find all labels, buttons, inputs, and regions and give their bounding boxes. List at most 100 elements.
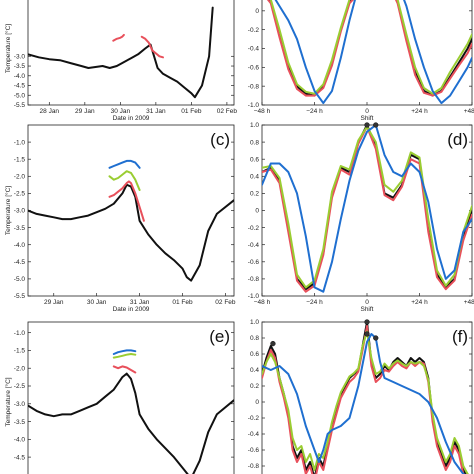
- series-line: [112, 349, 137, 355]
- y-tick-label: 1.0: [250, 319, 259, 326]
- y-tick-label: -0.6: [248, 447, 260, 454]
- x-tick-label: 30 Jan: [111, 108, 131, 115]
- series-line: [266, 0, 354, 97]
- x-tick-label: 02 Feb: [217, 108, 238, 115]
- x-axis-label: Date in 2009: [113, 115, 150, 122]
- y-tick-label: -0.4: [248, 46, 260, 53]
- series-line: [394, 0, 472, 97]
- y-tick-label: 0.4: [250, 174, 259, 181]
- y-tick-label: 0: [255, 208, 259, 215]
- y-tick-label: -1.0: [248, 102, 260, 109]
- series-line: [108, 170, 141, 191]
- series-line: [112, 353, 137, 359]
- y-axis-label: Temperature [°C]: [4, 186, 12, 235]
- y-tick-label: -4.0: [14, 437, 26, 444]
- series-line: [262, 125, 472, 293]
- x-tick-label: 28 Jan: [40, 108, 60, 115]
- y-tick-label: -4.5: [14, 454, 26, 461]
- panel-label: (c): [210, 130, 230, 149]
- x-axis-label: Shift: [360, 115, 373, 122]
- y-tick-label: 0: [255, 8, 259, 15]
- y-tick-label: -0.2: [248, 225, 260, 232]
- y-tick-label: 1.0: [250, 122, 259, 129]
- x-tick-label: 29 Jan: [44, 299, 64, 306]
- panel-label: (f): [452, 327, 468, 346]
- y-tick-label: 0.2: [250, 191, 259, 198]
- y-tick-label: -3.5: [14, 225, 26, 232]
- y-tick-label: -4.5: [14, 83, 26, 90]
- y-tick-label: 0.8: [250, 335, 259, 342]
- peak-marker: [364, 331, 370, 337]
- y-tick-label: -0.8: [248, 463, 260, 470]
- y-tick-label: -1.0: [248, 293, 260, 300]
- y-tick-label: -0.4: [248, 431, 260, 438]
- x-tick-label: −24 h: [306, 108, 323, 115]
- peak-marker: [364, 319, 370, 325]
- y-tick-label: -3.5: [14, 419, 26, 426]
- y-tick-label: -1.0: [14, 330, 26, 337]
- series-line: [28, 6, 214, 99]
- series-line: [274, 0, 356, 105]
- panel-label: (d): [447, 130, 468, 149]
- x-tick-label: −48 h: [254, 299, 271, 306]
- x-tick-label: 0: [365, 108, 369, 115]
- x-tick-label: +24 h: [411, 299, 428, 306]
- panel-top-left: -5.5 -5.0 -4.5 -4.0 -3.5 -3.0 28 Jan 29 Jan 30 J…: [4, 0, 237, 122]
- series-line: [403, 0, 472, 105]
- peak-marker: [373, 122, 379, 128]
- y-tick-label: -5.5: [14, 102, 26, 109]
- series-line: [28, 183, 234, 282]
- y-tick-label: -5.5: [14, 293, 26, 300]
- series-line: [262, 333, 466, 474]
- panel-bottom-left: -4.5 -4.0 -3.5 -3.0 -2.5 -2.0 -1.5 -1.0 Temperat…: [4, 321, 235, 474]
- peak-marker: [270, 340, 276, 347]
- panel-middle-right: -1.0 -0.8 -0.6 -0.4 -0.2 0 0.2 0.4 0.6 0.8 1.0 −48 …: [248, 122, 474, 313]
- panel-middle-left: -5.5 -5.0 -4.5 -4.0 -3.5 -3.0 -2.5 -2.0 -1.5 -1.0…: [4, 124, 236, 313]
- x-tick-label: 0: [365, 299, 369, 306]
- y-tick-label: -0.6: [248, 259, 260, 266]
- y-tick-label: -3.0: [14, 401, 26, 408]
- y-tick-label: -5.0: [14, 92, 26, 99]
- x-axis-label: Date in 2009: [113, 306, 150, 313]
- panel-label: (e): [209, 327, 230, 346]
- y-tick-label: -3.0: [14, 208, 26, 215]
- y-tick-label: -4.0: [14, 73, 26, 80]
- x-tick-label: 02 Feb: [215, 299, 236, 306]
- y-tick-label: -2.0: [14, 174, 26, 181]
- x-tick-label: 30 Jan: [87, 299, 107, 306]
- plot-frame: [27, 0, 235, 106]
- x-tick-label: +48 h: [464, 299, 474, 306]
- y-tick-label: -1.5: [14, 156, 26, 163]
- series-line: [28, 372, 234, 474]
- x-axis-label: Shift: [360, 306, 373, 313]
- x-tick-label: 31 Jan: [130, 299, 150, 306]
- series-line: [269, 0, 351, 95]
- y-tick-label: 0.6: [250, 351, 259, 358]
- panel-top-right: -1.0 -0.8 -0.6 -0.4 -0.2 0 −48 h −24 h 0 +24 h +48…: [248, 0, 474, 122]
- plot-frame: [27, 321, 235, 474]
- y-tick-label: -2.5: [14, 383, 26, 390]
- y-tick-label: -5.0: [14, 276, 26, 283]
- series-line: [396, 0, 472, 95]
- y-tick-label: 0.2: [250, 383, 259, 390]
- y-tick-label: -0.2: [248, 415, 260, 422]
- y-tick-label: -2.5: [14, 191, 26, 198]
- series-line: [140, 35, 164, 59]
- x-tick-label: 29 Jan: [75, 108, 95, 115]
- peak-marker: [364, 122, 370, 128]
- series-line: [108, 159, 141, 169]
- y-tick-label: -0.8: [248, 83, 260, 90]
- peak-marker: [373, 335, 379, 341]
- x-tick-label: −24 h: [306, 299, 323, 306]
- y-tick-label: 0.6: [250, 156, 259, 163]
- series-line: [262, 125, 472, 293]
- x-tick-label: 31 Jan: [146, 108, 166, 115]
- y-tick-label: -0.6: [248, 65, 260, 72]
- y-tick-label: -1.0: [14, 139, 26, 146]
- series-line: [262, 325, 465, 474]
- series-line: [112, 33, 125, 42]
- plot-frame: [27, 124, 235, 297]
- y-tick-label: -2.0: [14, 365, 26, 372]
- x-tick-label: +24 h: [411, 108, 428, 115]
